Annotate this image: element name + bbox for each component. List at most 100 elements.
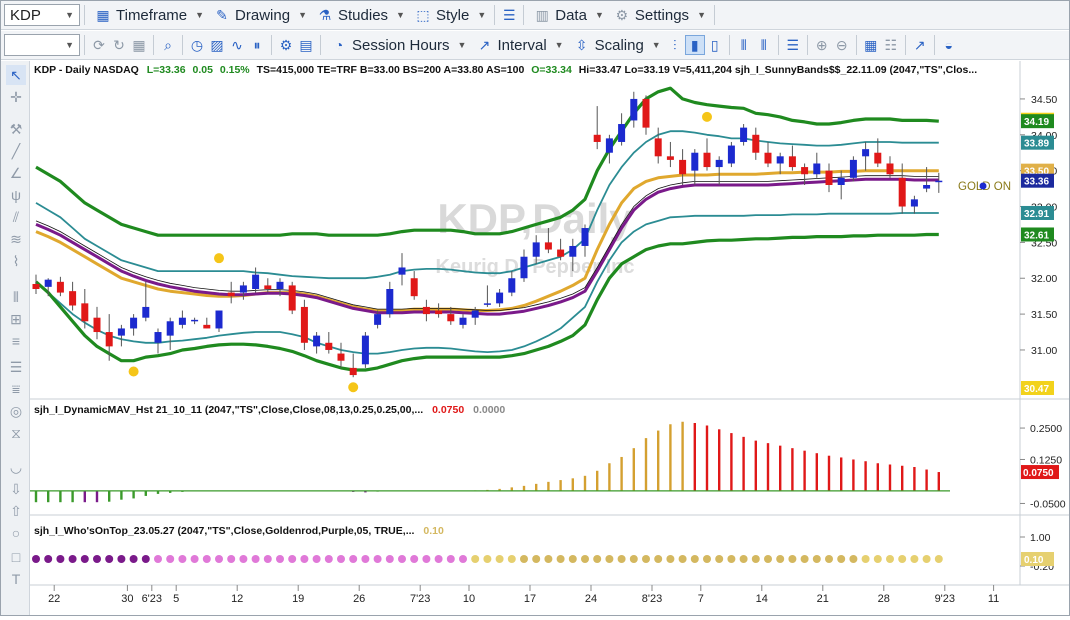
candle-body[interactable] xyxy=(910,199,918,207)
candle-body[interactable] xyxy=(154,332,162,343)
candle-body[interactable] xyxy=(227,292,235,297)
text-icon[interactable]: T xyxy=(11,571,21,587)
candle-body[interactable] xyxy=(923,185,931,189)
candle-body[interactable] xyxy=(386,289,394,315)
refresh-icon[interactable]: ⟳ xyxy=(93,36,105,53)
candle-body[interactable] xyxy=(483,303,491,305)
vertical-lines-icon[interactable]: ⫴ xyxy=(13,288,19,305)
candle-body[interactable] xyxy=(447,314,455,322)
candle-body[interactable] xyxy=(849,159,857,178)
candle-body[interactable] xyxy=(410,278,418,297)
brush-icon[interactable]: ⌇ xyxy=(12,252,20,269)
settings-menu[interactable]: ⚙ Settings ▼ xyxy=(608,5,710,25)
fib-icon[interactable]: ⊞ xyxy=(10,310,22,327)
arc-icon[interactable]: ◡ xyxy=(9,458,23,475)
speed-icon[interactable]: ◷ xyxy=(190,36,204,53)
pause-icon[interactable]: ⏸ xyxy=(253,36,261,53)
candle-body[interactable] xyxy=(337,353,345,361)
fork-icon[interactable]: ψ xyxy=(11,187,21,203)
chart-svg[interactable]: KDP,Daily Keurig Dr Pepper Inc KDP - Dai… xyxy=(30,61,1069,615)
candle-body[interactable] xyxy=(44,279,52,287)
candles-layer[interactable] xyxy=(32,91,943,378)
arrow-down-icon[interactable]: ⇩ xyxy=(10,480,22,497)
candle-body[interactable] xyxy=(520,256,528,279)
candle-body[interactable] xyxy=(752,134,760,153)
candle-body[interactable] xyxy=(605,138,613,153)
panels-icon[interactable]: ☰ xyxy=(786,36,799,53)
candle-body[interactable] xyxy=(471,310,479,318)
angle-icon[interactable]: ∠ xyxy=(9,164,23,181)
trendline-icon[interactable]: ╱ xyxy=(11,142,21,159)
candle-body[interactable] xyxy=(935,180,943,183)
candle-body[interactable] xyxy=(544,242,552,250)
bar-chart-icon[interactable]: ⫶ xyxy=(672,36,677,53)
candle-body[interactable] xyxy=(813,163,821,175)
speedometer-icon[interactable]: ◒ xyxy=(944,37,953,53)
candle-body[interactable] xyxy=(93,317,101,333)
candle-body[interactable] xyxy=(837,177,845,185)
candle-body[interactable] xyxy=(764,152,772,164)
candle-body[interactable] xyxy=(642,98,650,128)
candle-body[interactable] xyxy=(313,335,321,347)
candle-body[interactable] xyxy=(679,159,687,175)
candle-body[interactable] xyxy=(166,321,174,336)
histogram-layer[interactable] xyxy=(30,421,950,503)
timeframe-menu[interactable]: ▦ Timeframe ▼ xyxy=(89,5,208,25)
candle-body[interactable] xyxy=(691,152,699,171)
data-menu[interactable]: ▥ Data ▼ xyxy=(528,5,608,25)
candle-body[interactable] xyxy=(654,138,662,157)
format-icon[interactable]: ⚙ xyxy=(279,36,293,53)
candle-body[interactable] xyxy=(264,285,272,289)
gann-icon[interactable]: ≡ xyxy=(11,333,21,349)
list-icon[interactable]: ☷ xyxy=(884,36,897,53)
candle-body[interactable] xyxy=(130,317,138,329)
candle-body[interactable] xyxy=(666,156,674,160)
candle-body[interactable] xyxy=(300,306,308,343)
candle-body[interactable] xyxy=(898,177,906,207)
candle-body[interactable] xyxy=(239,285,247,293)
crosshair-icon[interactable]: ✛ xyxy=(10,88,22,105)
candle-body[interactable] xyxy=(569,245,577,257)
candle-body[interactable] xyxy=(435,310,443,315)
interval-menu[interactable]: ↗ Interval ▼ xyxy=(470,35,567,55)
style-menu[interactable]: ⬚ Style ▼ xyxy=(409,5,490,25)
candle-body[interactable] xyxy=(422,306,430,315)
candle-body[interactable] xyxy=(374,314,382,325)
candlestick-icon[interactable]: ▮ xyxy=(684,35,705,55)
scaling-menu[interactable]: ⇳ Scaling ▼ xyxy=(568,35,665,55)
parallel-icon[interactable]: ≋ xyxy=(10,230,22,247)
rectangle-icon[interactable]: □ xyxy=(11,549,21,565)
candle-body[interactable] xyxy=(398,267,406,275)
session-hours-menu[interactable]: ◔ Session Hours ▼ xyxy=(325,35,470,55)
symbol-input[interactable]: KDP ▼ xyxy=(4,4,80,26)
candle-body[interactable] xyxy=(276,281,284,289)
speed-lines-icon[interactable]: ⩸ xyxy=(11,380,21,397)
dots-layer[interactable] xyxy=(32,555,943,563)
arrow-up-icon[interactable]: ⇧ xyxy=(10,502,22,519)
candle-body[interactable] xyxy=(459,317,467,325)
candle-body[interactable] xyxy=(81,303,89,322)
candle-body[interactable] xyxy=(740,127,748,142)
channel-icon[interactable]: ⫽ xyxy=(12,208,20,225)
candle-body[interactable] xyxy=(496,292,504,304)
candle-body[interactable] xyxy=(288,285,296,311)
candle-body[interactable] xyxy=(618,124,626,142)
bars-narrow-icon[interactable]: ⦀ xyxy=(740,36,747,53)
candle-body[interactable] xyxy=(581,228,589,246)
candle-body[interactable] xyxy=(886,163,894,175)
add-chart-icon[interactable]: ↗ xyxy=(913,36,926,53)
candle-body[interactable] xyxy=(203,324,211,329)
candle-body[interactable] xyxy=(788,156,796,168)
candle-body[interactable] xyxy=(825,170,833,185)
fan-icon[interactable]: ⧖ xyxy=(11,424,21,441)
indicator-icon[interactable]: ▤ xyxy=(299,36,313,53)
zoom-in-icon[interactable]: ⊕ xyxy=(815,36,828,53)
candle-body[interactable] xyxy=(178,317,186,325)
pointer-icon[interactable]: ↖ xyxy=(6,65,26,85)
candle-body[interactable] xyxy=(630,98,638,121)
circle-target-icon[interactable]: ◎ xyxy=(9,402,23,419)
horizontal-lines-icon[interactable]: ☰ xyxy=(9,358,23,375)
grid-icon[interactable]: ▦ xyxy=(132,36,146,53)
interval-input[interactable]: ▼ xyxy=(4,34,80,56)
